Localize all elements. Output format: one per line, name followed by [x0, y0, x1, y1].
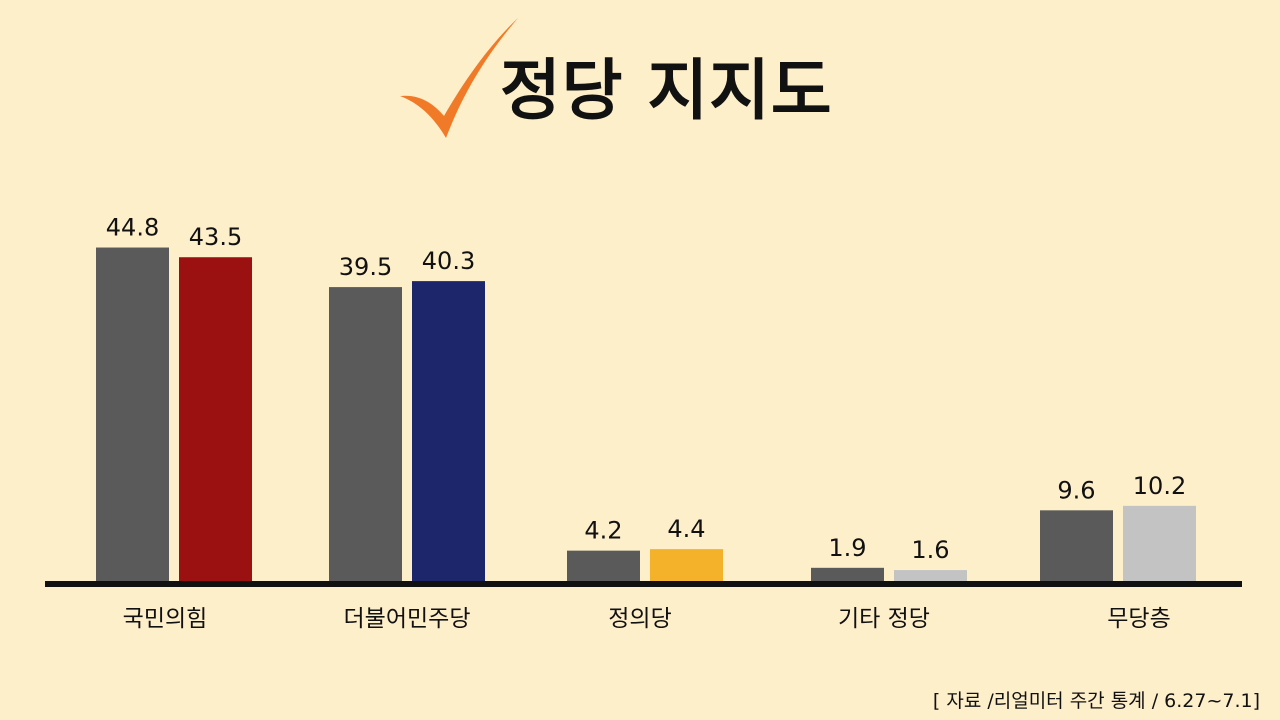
category-label: 더불어민주당: [344, 606, 471, 632]
bar: [329, 287, 402, 582]
data-label: 1.6: [911, 536, 949, 564]
bar: [1040, 510, 1113, 582]
data-label: 4.2: [584, 517, 622, 545]
source-note: [ 자료 /리얼미터 주간 통계 / 6.27~7.1]: [932, 690, 1260, 712]
check-mark-icon: [400, 18, 518, 138]
bar: [650, 549, 723, 582]
category-label: 무당층: [1107, 606, 1170, 632]
bar: [412, 281, 485, 582]
data-label: 39.5: [339, 253, 392, 281]
bar: [179, 257, 252, 582]
data-label: 4.4: [667, 515, 705, 543]
data-label: 1.9: [828, 534, 866, 562]
bar: [894, 570, 967, 582]
data-label: 9.6: [1057, 476, 1095, 504]
bar: [811, 567, 884, 582]
category-label: 정의당: [608, 606, 671, 632]
bar: [567, 550, 640, 582]
data-label: 10.2: [1133, 472, 1186, 500]
category-label: 국민의힘: [123, 606, 208, 632]
page-title: 정당 지지도: [500, 52, 833, 129]
data-label: 43.5: [189, 223, 242, 251]
bar: [1123, 505, 1196, 582]
data-label: 44.8: [106, 214, 159, 242]
data-label: 40.3: [422, 247, 475, 275]
title-area: 정당 지지도: [0, 0, 1280, 160]
bar: [96, 247, 169, 582]
category-label: 기타 정당: [838, 606, 930, 632]
